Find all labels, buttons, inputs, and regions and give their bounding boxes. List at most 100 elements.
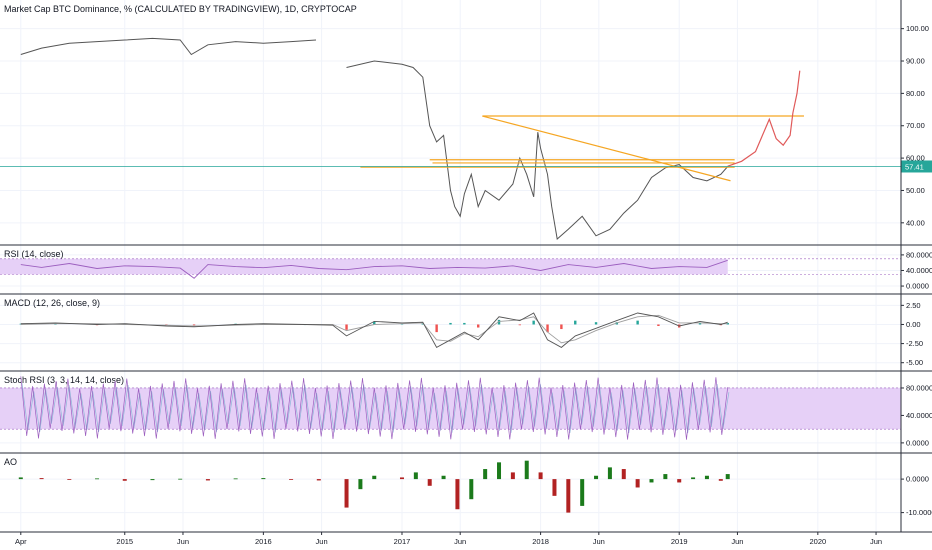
y-tick-label: 0.00 [906, 320, 921, 329]
ao-bar [261, 478, 266, 480]
ao-bar [580, 479, 585, 506]
macd-histogram-bar [192, 324, 196, 326]
ao-bar [455, 479, 460, 510]
y-tick-label: -2.50 [906, 339, 923, 348]
x-tick-label: Jun [454, 537, 466, 546]
ao-bar [316, 479, 321, 481]
macd-histogram-bar [574, 320, 577, 325]
pane-title-stoch: Stoch RSI (3, 3, 14, 14, close) [4, 375, 124, 385]
y-tick-label: 100.00 [906, 24, 929, 33]
ao-bar [178, 478, 183, 480]
ao-bar [552, 479, 557, 496]
y-tick-label: 40.0000 [906, 266, 932, 275]
macd-histogram-bar [698, 322, 702, 325]
macd-histogram-bar [532, 320, 535, 325]
x-tick-label: 2019 [671, 537, 688, 546]
macd-histogram-bar [546, 324, 549, 333]
x-tick-label: 2018 [532, 537, 549, 546]
ao-bar [441, 475, 446, 480]
y-tick-label: 80.0000 [906, 250, 932, 259]
ao-bar [233, 478, 238, 480]
macd-histogram-bar [463, 322, 466, 325]
x-tick-label: Apr [15, 537, 27, 546]
macd-histogram-bar [373, 321, 376, 325]
ao-bar [427, 479, 432, 486]
y-tick-label: 50.00 [906, 186, 925, 195]
ao-bar [483, 469, 488, 480]
ao-bar [691, 477, 696, 480]
pane-title-macd: MACD (12, 26, close, 9) [4, 298, 100, 308]
ao-bar [150, 479, 155, 481]
ao-bar [372, 475, 377, 480]
x-tick-label: Jun [870, 537, 882, 546]
ao-bar [413, 472, 418, 480]
x-tick-label: Jun [316, 537, 328, 546]
stoch-k-line [20, 376, 729, 440]
projection-curve[interactable] [727, 70, 801, 167]
ao-bar [649, 479, 654, 483]
y-tick-label: 80.0000 [906, 383, 932, 392]
y-tick-label: 40.0000 [906, 411, 932, 420]
rsi-band [0, 258, 728, 275]
macd-histogram-bar [636, 320, 639, 325]
y-tick-label: 0.0000 [906, 438, 929, 447]
macd-line [20, 312, 728, 349]
macd-histogram-bar [345, 324, 348, 330]
ao-bar [594, 475, 599, 480]
ao-bar [67, 479, 72, 480]
ao-bar [289, 479, 294, 480]
trend-line-descending-resistance[interactable] [482, 115, 731, 182]
x-tick-label: 2020 [809, 537, 826, 546]
ao-bar [718, 479, 723, 481]
rsi-line [20, 259, 728, 279]
macd-histogram-bar [435, 324, 438, 333]
macd-histogram-bar [421, 323, 424, 325]
x-tick-label: Jun [731, 537, 743, 546]
ao-bar [469, 479, 474, 500]
last-value-badge [901, 160, 932, 173]
x-tick-label: Jun [593, 537, 605, 546]
stoch-d-line [21, 383, 730, 434]
macd-histogram-bar [594, 322, 598, 325]
ao-bar [344, 479, 349, 508]
y-tick-label: -10.0000 [906, 508, 932, 517]
ao-bar [399, 477, 404, 480]
y-tick-label: 70.00 [906, 121, 925, 130]
y-tick-label: 90.00 [906, 57, 925, 66]
ao-bar [538, 472, 543, 480]
macd-histogram-bar [497, 319, 501, 325]
ao-bar [205, 479, 210, 481]
ao-bar [122, 479, 127, 481]
pane-title-main: Market Cap BTC Dominance, % (CALCULATED … [4, 4, 357, 14]
ao-bar [524, 460, 529, 480]
ao-bar [607, 467, 612, 480]
last-value-label: 57.41 [905, 162, 924, 171]
ao-bar [566, 479, 571, 513]
y-tick-label: 2.50 [906, 301, 921, 310]
ao-bar [95, 478, 100, 480]
macd-histogram-bar [518, 324, 522, 326]
ao-bar [621, 469, 626, 480]
y-tick-label: 80.00 [906, 89, 925, 98]
x-tick-label: 2015 [116, 537, 133, 546]
pane-title-ao: AO [4, 457, 17, 467]
x-tick-label: Jun [177, 537, 189, 546]
y-tick-label: 0.0000 [906, 475, 929, 484]
ao-bar [358, 479, 363, 490]
macd-histogram-bar [477, 324, 480, 328]
macd-histogram-bar [657, 324, 660, 326]
macd-histogram-bar [560, 324, 563, 330]
macd-histogram-bar [449, 322, 452, 325]
y-tick-label: 0.0000 [906, 282, 929, 291]
ao-bar [725, 474, 730, 480]
macd-histogram-bar [726, 322, 729, 325]
ao-bar [18, 477, 23, 480]
ao-bar [663, 474, 668, 480]
pane-title-rsi: RSI (14, close) [4, 249, 64, 259]
ao-bar [510, 472, 515, 480]
x-tick-label: 2016 [255, 537, 272, 546]
ao-bar [704, 475, 709, 480]
